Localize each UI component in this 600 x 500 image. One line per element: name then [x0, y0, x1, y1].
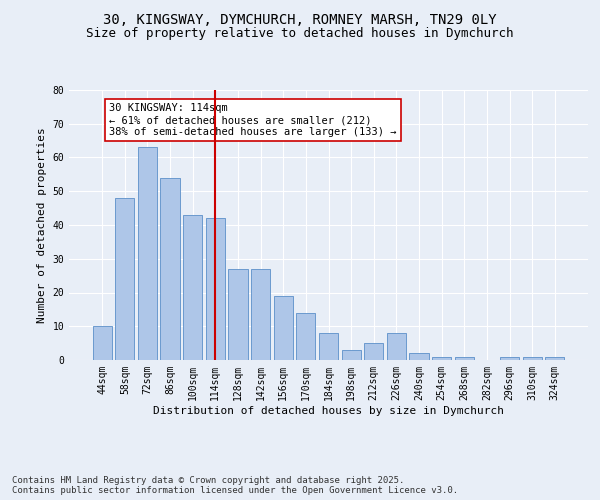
Bar: [387, 333, 406, 360]
Bar: [206, 218, 225, 360]
Bar: [296, 313, 316, 360]
Bar: [545, 356, 565, 360]
Bar: [341, 350, 361, 360]
Bar: [409, 353, 428, 360]
Text: Contains HM Land Registry data © Crown copyright and database right 2025.
Contai: Contains HM Land Registry data © Crown c…: [12, 476, 458, 495]
Bar: [229, 269, 248, 360]
Bar: [523, 356, 542, 360]
Bar: [138, 148, 157, 360]
X-axis label: Distribution of detached houses by size in Dymchurch: Distribution of detached houses by size …: [153, 406, 504, 415]
Bar: [92, 326, 112, 360]
Bar: [319, 333, 338, 360]
Bar: [251, 269, 270, 360]
Bar: [160, 178, 180, 360]
Y-axis label: Number of detached properties: Number of detached properties: [37, 127, 47, 323]
Bar: [364, 343, 383, 360]
Bar: [274, 296, 293, 360]
Text: 30 KINGSWAY: 114sqm
← 61% of detached houses are smaller (212)
38% of semi-detac: 30 KINGSWAY: 114sqm ← 61% of detached ho…: [109, 104, 397, 136]
Bar: [500, 356, 519, 360]
Bar: [115, 198, 134, 360]
Bar: [455, 356, 474, 360]
Text: Size of property relative to detached houses in Dymchurch: Size of property relative to detached ho…: [86, 28, 514, 40]
Bar: [183, 215, 202, 360]
Text: 30, KINGSWAY, DYMCHURCH, ROMNEY MARSH, TN29 0LY: 30, KINGSWAY, DYMCHURCH, ROMNEY MARSH, T…: [103, 12, 497, 26]
Bar: [432, 356, 451, 360]
